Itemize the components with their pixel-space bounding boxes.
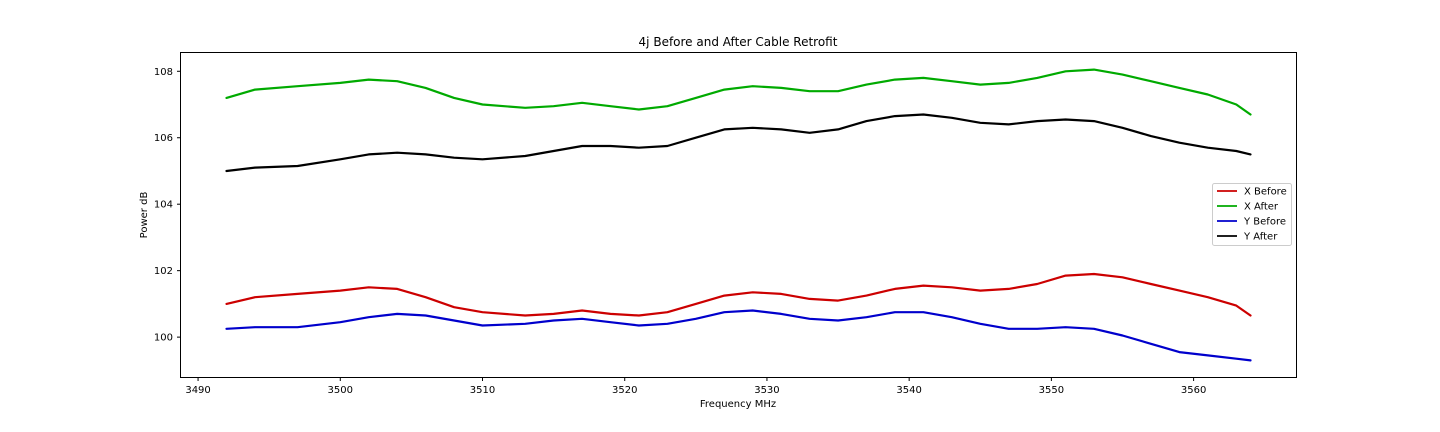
series-line-x-after [225,68,1252,116]
y-tick-label: 100 [154,333,173,344]
x-tick-label: 3530 [754,385,779,396]
series-line-x-before [225,272,1252,317]
y-axis: 100 102 104 106 108 [154,67,181,344]
y-tick-label: 108 [154,67,173,78]
y-tick-label: 102 [154,266,173,277]
series-line-y-after [225,113,1252,173]
x-tick-label: 3560 [1181,385,1206,396]
series-line-y-before [225,309,1252,362]
y-axis-label: Power dB [139,192,150,239]
legend-entry: X Before [1244,187,1287,198]
x-tick-label: 3520 [612,385,637,396]
legend-entry: Y After [1243,232,1278,243]
legend-entry: Y Before [1243,217,1286,228]
y-tick-label: 106 [154,133,173,144]
legend-entry: X After [1244,202,1279,213]
x-axis-label: Frequency MHz [700,399,776,410]
x-tick-label: 3550 [1039,385,1064,396]
x-axis: 3490 3500 3510 3520 3530 3540 3550 3560 [185,377,1206,396]
legend: X Before X After Y Before Y After [1212,183,1292,246]
series-layer [225,68,1252,362]
plot-frame [180,52,1297,378]
x-tick-label: 3500 [328,385,353,396]
chart-title: 4j Before and After Cable Retrofit [639,35,838,49]
legend-box [1212,183,1292,246]
x-tick-label: 3540 [896,385,921,396]
x-tick-label: 3510 [470,385,495,396]
x-tick-label: 3490 [185,385,210,396]
y-tick-label: 104 [154,200,173,211]
